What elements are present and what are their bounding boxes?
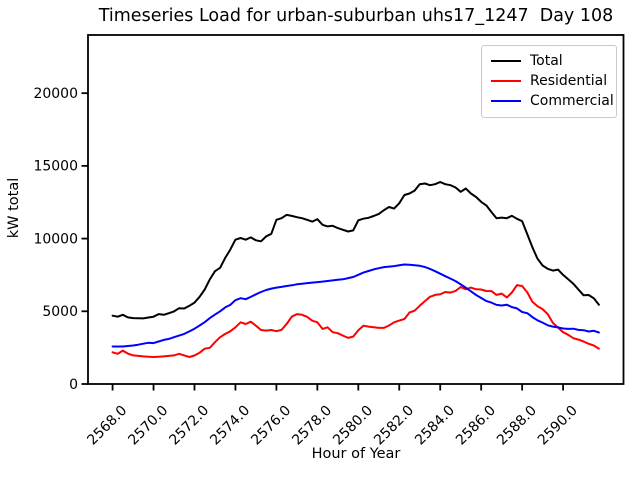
- x-tick-label: 2586.0: [453, 403, 499, 449]
- y-tick-label: 10000: [33, 231, 78, 247]
- axes-spines: [87, 34, 625, 385]
- x-tick-label: 2574.0: [207, 403, 253, 449]
- commercial-line-swatch: [491, 100, 521, 102]
- x-tick-label: 2590.0: [535, 403, 581, 449]
- series-line-total: [111, 181, 600, 320]
- x-tick-label: 2576.0: [248, 403, 294, 449]
- plot-frame: [87, 34, 625, 385]
- y-tick-label: 0: [69, 377, 78, 393]
- x-tick-label: 2584.0: [412, 403, 458, 449]
- chart-title: Timeseries Load for urban-suburban uhs17…: [98, 6, 614, 26]
- x-tick-label: 2572.0: [166, 403, 212, 449]
- x-tick-label: 2582.0: [371, 403, 417, 449]
- y-tick-label: 5000: [42, 304, 78, 320]
- legend-label-total: Total: [530, 53, 563, 69]
- series-lines: [111, 181, 600, 358]
- series-line-residential: [111, 284, 600, 358]
- total-line-swatch: [491, 60, 521, 62]
- legend-entry-residential: Residential: [491, 71, 616, 91]
- x-tick-label: 2568.0: [84, 403, 130, 449]
- x-axis-label: Hour of Year: [311, 446, 401, 462]
- x-tick-label: 2570.0: [125, 403, 171, 449]
- series-line-commercial: [111, 263, 600, 348]
- residential-line-swatch: [491, 80, 521, 82]
- legend-entry-commercial: Commercial: [491, 91, 616, 111]
- y-axis-ticks: 0 5000 10000 15000 20000: [33, 86, 88, 393]
- x-tick-label: 2580.0: [330, 403, 376, 449]
- x-tick-label: 2578.0: [289, 403, 335, 449]
- legend-entry-total: Total: [491, 51, 616, 71]
- legend-label-residential: Residential: [530, 73, 608, 89]
- legend: Total Residential Commercial: [481, 45, 617, 118]
- y-tick-label: 15000: [33, 159, 78, 175]
- x-axis-ticks: 2568.02570.02572.02574.02576.02578.02580…: [84, 384, 581, 449]
- y-tick-label: 20000: [33, 86, 78, 102]
- x-tick-label: 2588.0: [494, 403, 540, 449]
- y-axis-label: kW total: [6, 177, 22, 239]
- legend-label-commercial: Commercial: [530, 93, 614, 109]
